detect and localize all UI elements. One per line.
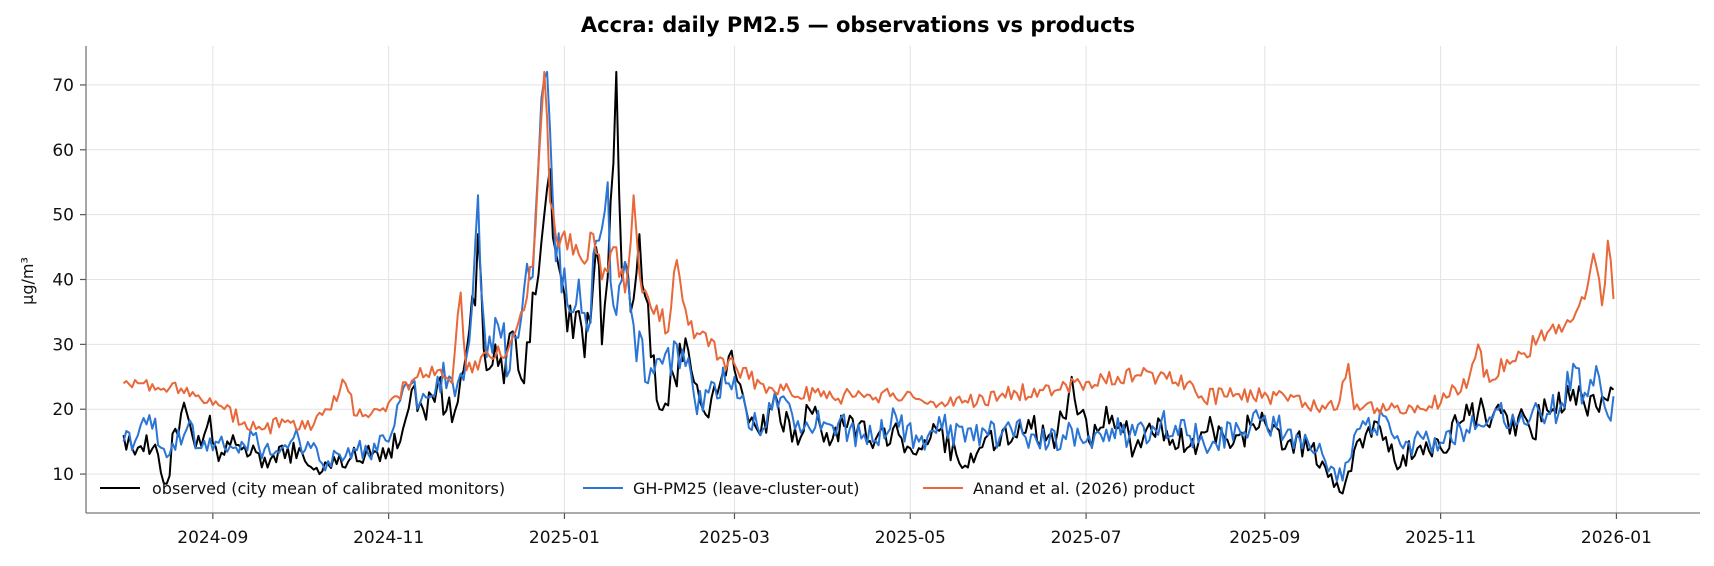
y-axis-label: µg/m³ [18, 257, 37, 305]
series-line [122, 70, 1615, 483]
x-tick-label: 2024-11 [353, 528, 424, 548]
chart-title: Accra: daily PM2.5 — observations vs pro… [581, 13, 1135, 37]
x-tick-label: 2025-07 [1051, 528, 1122, 548]
y-tick-label: 70 [52, 76, 74, 96]
y-tick-label: 50 [52, 206, 74, 226]
x-tick-label: 2024-09 [177, 528, 248, 548]
series-layer [122, 70, 1615, 495]
y-tick-label: 40 [52, 271, 74, 291]
x-tick-label: 2025-01 [529, 528, 600, 548]
gridlines [86, 46, 1700, 513]
x-tick-label: 2025-09 [1229, 528, 1300, 548]
y-tick-label: 60 [52, 141, 74, 161]
y-tick-label: 30 [52, 335, 74, 355]
x-tick-label: 2025-05 [875, 528, 946, 548]
x-tick-label: 2025-03 [699, 528, 770, 548]
axes: 2024-09 2024-11 2025-01 2025-03 2025-05 2025-… [52, 46, 1700, 548]
legend-label: Anand et al. (2026) product [973, 479, 1195, 498]
y-tick-label: 20 [52, 400, 74, 420]
x-tick-label: 2026-01 [1581, 528, 1652, 548]
y-tick-label: 10 [52, 465, 74, 485]
legend-label: observed (city mean of calibrated monito… [152, 479, 505, 498]
x-tick-label: 2025-11 [1405, 528, 1476, 548]
legend: observed (city mean of calibrated monito… [100, 479, 1195, 498]
legend-label: GH-PM25 (leave-cluster-out) [633, 479, 859, 498]
series-line [122, 70, 1615, 435]
